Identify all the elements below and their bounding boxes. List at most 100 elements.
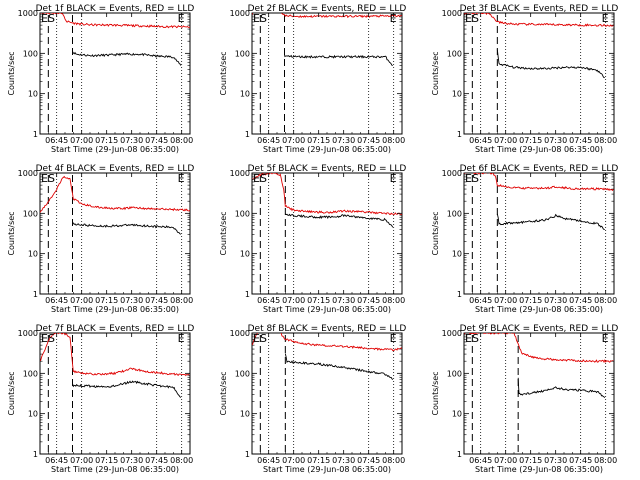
x-tick-label: 07:15 xyxy=(307,456,330,465)
y-tick-label: 1000 xyxy=(442,9,462,18)
y-tick-label: 10 xyxy=(28,250,38,259)
x-tick-label: 06:45 xyxy=(469,296,492,305)
y-tick-label: 10 xyxy=(240,250,250,259)
plot-frame xyxy=(39,172,191,295)
y-tick-label: 10 xyxy=(452,250,462,259)
panel-title: Det 5f BLACK = Events, RED = LLD xyxy=(248,164,407,174)
y-tick-label: 10 xyxy=(28,90,38,99)
x-tick-label: 08:00 xyxy=(382,296,405,305)
x-tick-label: 06:45 xyxy=(469,136,492,145)
y-tick-label: 100 xyxy=(235,369,250,378)
y-tick-label: 1000 xyxy=(18,329,38,338)
y-axis-label: Counts/sec xyxy=(7,371,16,415)
events-series-line xyxy=(496,49,605,79)
plot-frame xyxy=(39,12,191,135)
x-tick-label: 07:30 xyxy=(544,296,567,305)
panel-det-1: 1 10 100 1000 06:45 07:00 07:15 07:30 07:45 08:00… xyxy=(7,4,194,154)
panel-title: Det 8f BLACK = Events, RED = LLD xyxy=(248,324,407,334)
y-tick-label: 1000 xyxy=(230,169,250,178)
es-marker-label: ES xyxy=(465,172,479,185)
x-tick-label: 07:15 xyxy=(307,296,330,305)
y-axis-label: Counts/sec xyxy=(431,51,440,95)
x-tick-label: 07:30 xyxy=(544,456,567,465)
es-marker-label: ES xyxy=(253,172,267,185)
y-tick-label: 100 xyxy=(447,369,462,378)
y-axis-label: Counts/sec xyxy=(219,51,228,95)
x-tick-label: 07:00 xyxy=(494,136,517,145)
x-tick-label: 07:15 xyxy=(307,136,330,145)
x-tick-label: 07:00 xyxy=(282,136,305,145)
x-tick-label: 08:00 xyxy=(382,456,405,465)
lld-series-line xyxy=(252,333,402,352)
x-tick-label: 07:45 xyxy=(145,296,168,305)
x-axis-label: Start Time (29-Jun-08 06:35:00) xyxy=(263,465,391,474)
events-series-line xyxy=(496,213,605,230)
y-tick-label: 1000 xyxy=(18,9,38,18)
x-tick-label: 07:30 xyxy=(332,296,355,305)
y-tick-label: 1 xyxy=(457,290,462,299)
x-tick-label: 07:45 xyxy=(145,456,168,465)
x-tick-label: 07:00 xyxy=(282,296,305,305)
x-tick-label: 06:45 xyxy=(45,456,68,465)
panel-det-2: 1 10 100 1000 06:45 07:00 07:15 07:30 07:45 08:00… xyxy=(219,4,407,154)
x-tick-label: 08:00 xyxy=(170,136,193,145)
plot-frame xyxy=(251,12,403,135)
y-tick-label: 10 xyxy=(240,410,250,419)
x-tick-label: 07:30 xyxy=(332,136,355,145)
x-tick-label: 07:30 xyxy=(544,136,567,145)
lld-series-line xyxy=(40,13,190,29)
e-marker-label: E xyxy=(602,332,609,345)
panel-title: Det 3f BLACK = Events, RED = LLD xyxy=(460,4,619,14)
x-tick-label: 07:30 xyxy=(120,136,143,145)
panel-title: Det 4f BLACK = Events, RED = LLD xyxy=(36,164,195,174)
y-axis-label: Counts/sec xyxy=(431,211,440,255)
x-tick-label: 07:00 xyxy=(70,136,93,145)
y-tick-label: 10 xyxy=(28,410,38,419)
events-series-line xyxy=(284,353,394,380)
y-axis-label: Counts/sec xyxy=(7,51,16,95)
y-tick-label: 100 xyxy=(23,369,38,378)
x-axis-label: Start Time (29-Jun-08 06:35:00) xyxy=(263,305,391,314)
x-tick-label: 06:45 xyxy=(469,456,492,465)
y-tick-label: 1 xyxy=(457,450,462,459)
x-tick-label: 08:00 xyxy=(594,456,617,465)
x-tick-label: 08:00 xyxy=(170,296,193,305)
e-marker-label: E xyxy=(390,332,397,345)
e-marker-label: E xyxy=(178,12,185,25)
y-tick-label: 1 xyxy=(245,290,250,299)
y-tick-label: 1000 xyxy=(442,169,462,178)
y-tick-label: 1000 xyxy=(18,169,38,178)
events-series-line xyxy=(72,380,182,398)
es-marker-label: ES xyxy=(41,172,55,185)
e-marker-label: E xyxy=(178,172,185,185)
x-tick-label: 07:00 xyxy=(494,296,517,305)
plot-frame xyxy=(463,332,615,455)
x-tick-label: 08:00 xyxy=(170,456,193,465)
panel-det-9: 1 10 100 1000 06:45 07:00 07:15 07:30 07:45 08:00… xyxy=(431,324,618,474)
x-tick-label: 07:15 xyxy=(519,136,542,145)
y-tick-label: 10 xyxy=(452,90,462,99)
y-axis-label: Counts/sec xyxy=(219,371,228,415)
e-marker-label: E xyxy=(602,172,609,185)
x-axis-label: Start Time (29-Jun-08 06:35:00) xyxy=(475,465,603,474)
x-tick-label: 06:45 xyxy=(45,296,68,305)
e-marker-label: E xyxy=(602,12,609,25)
lld-series-line xyxy=(252,13,402,19)
x-axis-label: Start Time (29-Jun-08 06:35:00) xyxy=(263,145,391,154)
x-tick-label: 07:45 xyxy=(145,136,168,145)
y-tick-label: 1000 xyxy=(230,9,250,18)
panel-det-5: 1 10 100 1000 06:45 07:00 07:15 07:30 07:45 08:00… xyxy=(219,164,406,314)
y-axis-label: Counts/sec xyxy=(219,211,228,255)
y-tick-label: 100 xyxy=(447,49,462,58)
x-tick-label: 07:45 xyxy=(357,296,380,305)
panel-det-8: 1 10 100 1000 06:45 07:00 07:15 07:30 07:45 08:00… xyxy=(219,324,407,474)
x-tick-label: 07:00 xyxy=(282,456,305,465)
x-tick-label: 07:00 xyxy=(494,456,517,465)
panel-title: Det 2f BLACK = Events, RED = LLD xyxy=(248,4,407,14)
x-tick-label: 07:45 xyxy=(569,136,592,145)
y-tick-label: 1 xyxy=(33,450,38,459)
panel-title: Det 7f BLACK = Events, RED = LLD xyxy=(36,324,195,334)
y-tick-label: 1 xyxy=(245,130,250,139)
lld-series-line xyxy=(464,173,614,192)
